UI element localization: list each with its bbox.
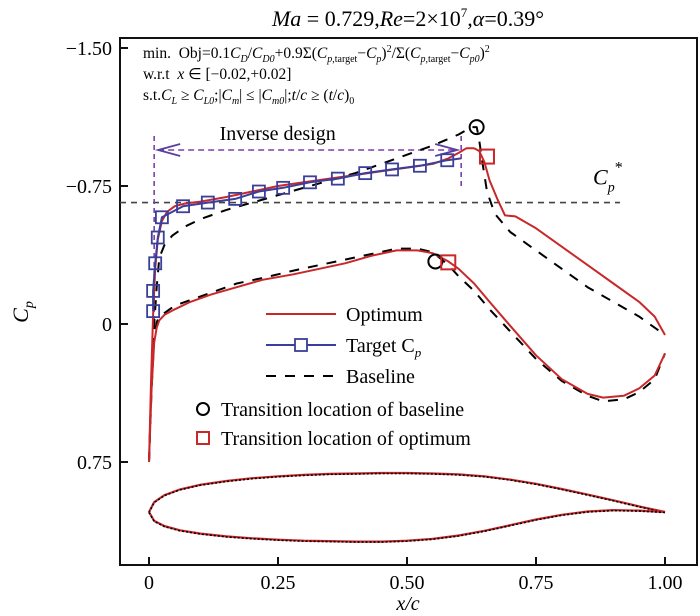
target-cp-marker <box>252 184 266 199</box>
series-baseline-lower <box>148 247 666 463</box>
series-layer <box>146 126 666 463</box>
target-cp-marker <box>358 166 373 181</box>
x-axis: 0 0.25 0.50 0.75 1.00 <box>144 557 683 594</box>
target-cp-marker <box>330 171 345 186</box>
target-cp-marker <box>303 175 317 190</box>
optimum-transition-marker <box>478 148 495 165</box>
target-cp-marker <box>146 283 161 298</box>
target-cp-marker <box>385 162 399 177</box>
y-tick-label: 0 <box>102 314 112 336</box>
target-cp-marker <box>146 304 161 319</box>
target-cp-marker <box>276 180 291 195</box>
objective-line-3: s.t.CL ≥ CL0;|Cm| ≤ |Cm0|;t/c ≥ (t/c)0 <box>143 87 354 107</box>
transition-markers <box>427 119 495 271</box>
legend-label-baseline: Baseline <box>346 366 415 388</box>
inverse-design-range <box>153 136 462 320</box>
series-optimum-lower <box>148 249 666 463</box>
objective-line-1: min. Obj=0.1CD/CD0+0.9Σ(Cp,target−Cp)2/Σ… <box>143 44 490 65</box>
legend-marker-target <box>294 338 308 352</box>
x-tick-label: 1.00 <box>648 572 683 594</box>
target-cp-marker <box>200 195 215 210</box>
series-baseline-upper <box>148 126 666 463</box>
y-axis: −1.50 −0.75 0 0.75 <box>66 38 128 474</box>
baseline-transition-marker <box>468 119 485 136</box>
target-cp-marker <box>440 153 455 168</box>
legend-marker-optimum-transition <box>196 431 210 445</box>
legend-label-target: Target Cp <box>346 335 422 360</box>
target-cp-marker <box>148 256 163 271</box>
target-cp-marker <box>412 158 427 173</box>
y-tick-label: 0.75 <box>77 452 112 474</box>
x-tick-label: 0.25 <box>261 572 296 594</box>
target-cp-marker <box>228 191 243 206</box>
airfoil-baseline-lower <box>148 509 666 543</box>
legend-label-baseline-transition: Transition location of baseline <box>221 399 464 421</box>
x-tick-label: 0.50 <box>390 572 425 594</box>
objective-annotation: min. Obj=0.1CD/CD0+0.9Σ(Cp,target−Cp)2/Σ… <box>143 44 490 107</box>
legend: Optimum Target Cp Baseline Transition lo… <box>196 304 471 450</box>
airfoil-baseline-upper <box>148 472 666 514</box>
airfoil-optimum-lower <box>148 508 666 543</box>
x-tick-label: 0 <box>144 572 154 594</box>
y-tick-label: −1.50 <box>66 38 112 60</box>
target-cp-marker <box>154 210 169 225</box>
chart-title: Ma = 0.729,Re=2×107,α=0.39° <box>271 5 544 31</box>
legend-label-optimum: Optimum <box>346 304 423 326</box>
airfoil-optimum-upper <box>148 471 666 514</box>
baseline-transition-marker <box>427 253 444 270</box>
cp-star-label: Cp* <box>593 160 623 196</box>
optimum-transition-marker <box>440 254 457 271</box>
x-tick-label: 0.75 <box>519 572 554 594</box>
objective-line-2: w.r.t x ∈ [−0.02,+0.02] <box>143 66 291 83</box>
legend-marker-baseline-transition <box>196 402 210 416</box>
x-axis-label: x/c <box>395 593 419 615</box>
series-target-cp <box>152 157 462 312</box>
target-cp-marker <box>150 230 165 245</box>
target-cp-marker <box>176 199 190 214</box>
legend-label-optimum-transition: Transition location of optimum <box>221 428 471 450</box>
y-tick-label: −0.75 <box>66 176 112 198</box>
airfoil-shape <box>148 471 666 543</box>
inverse-design-label: Inverse design <box>220 123 336 145</box>
y-axis-label: Cp <box>8 301 37 323</box>
plot-frame <box>119 37 698 566</box>
arrow-left-icon <box>154 143 181 157</box>
